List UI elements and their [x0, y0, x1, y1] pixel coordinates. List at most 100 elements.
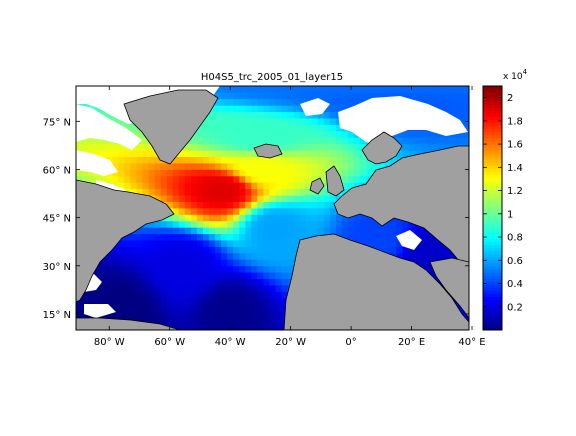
heatmap-cell [239, 246, 246, 254]
heatmap-cell [462, 137, 469, 145]
colorbar-multiplier: x 104 [503, 68, 528, 82]
heatmap-cell [202, 214, 210, 222]
colorbar-tick-label: 1.8 [507, 116, 523, 127]
heatmap-cell [209, 208, 216, 215]
heatmap-cell [329, 227, 337, 235]
heatmap-cell [148, 175, 155, 183]
heatmap-cell [245, 124, 252, 132]
heatmap-cell [245, 317, 252, 324]
heatmap-cell [269, 252, 276, 260]
colorbar-stripe [483, 171, 502, 175]
heatmap-cell [287, 246, 295, 254]
heatmap-cell [142, 310, 149, 318]
heatmap-cell [142, 182, 149, 190]
heatmap-cell [245, 98, 252, 106]
heatmap-cell [257, 130, 264, 138]
heatmap-cell [184, 265, 192, 273]
heatmap-cell [402, 220, 409, 228]
heatmap-cell [281, 272, 289, 280]
heatmap-cell [239, 124, 246, 132]
heatmap-cell [215, 317, 222, 324]
heatmap-cell [251, 175, 258, 183]
heatmap-cell [148, 246, 155, 254]
heatmap-cell [142, 297, 149, 305]
heatmap-cell [227, 143, 234, 151]
heatmap-cell [118, 240, 125, 247]
heatmap-cell [287, 214, 295, 222]
heatmap-cell [233, 265, 240, 273]
north-america-land [76, 179, 175, 303]
heatmap-cell [202, 291, 210, 299]
heatmap-cell [360, 143, 367, 151]
heatmap-cell [202, 188, 210, 196]
heatmap-cell [227, 304, 234, 312]
heatmap-cell [420, 137, 428, 145]
heatmap-cell [378, 86, 385, 93]
heatmap-cell [233, 124, 240, 132]
heatmap-cell [335, 214, 343, 222]
heatmap-cell [178, 304, 186, 312]
heatmap-cell [287, 143, 295, 151]
heatmap-cell [281, 188, 289, 196]
heatmap-cell [130, 246, 137, 254]
heatmap-cell [215, 297, 222, 305]
heatmap-cell [438, 92, 446, 100]
heatmap-cell [360, 169, 367, 177]
heatmap-cell [372, 92, 379, 100]
heatmap-cell [130, 233, 137, 241]
heatmap-cell [239, 163, 246, 170]
heatmap-cell [160, 220, 168, 228]
heatmap-cell [209, 201, 216, 209]
svalbard-ice [300, 98, 330, 116]
heatmap-cell [160, 240, 168, 247]
heatmap-cell [263, 297, 270, 305]
heatmap-cell [184, 214, 192, 222]
heatmap-cell [215, 291, 222, 299]
heatmap-cell [323, 150, 331, 158]
heatmap-cell [196, 297, 204, 305]
heatmap-cell [100, 265, 107, 273]
heatmap-cell [275, 246, 282, 254]
colorbar-tick-label: 1.6 [507, 140, 523, 151]
heatmap-cell [360, 233, 367, 241]
colorbar-stripe [483, 326, 502, 331]
heatmap-cell [184, 175, 192, 183]
x-tick-label: 20° E [398, 337, 425, 348]
heatmap-cell [263, 214, 270, 222]
heatmap-cell [142, 150, 149, 158]
heatmap-cell [239, 156, 246, 164]
colorbar-stripe [483, 153, 502, 157]
heatmap-cell [233, 163, 240, 170]
heatmap-cell [215, 130, 222, 138]
heatmap-cell [184, 291, 192, 299]
heatmap-cell [160, 304, 168, 312]
heatmap-cell [136, 310, 143, 318]
heatmap-cell [166, 317, 174, 324]
heatmap-cell [130, 188, 137, 196]
heatmap-cell [196, 201, 204, 209]
heatmap-cell [100, 278, 107, 286]
heatmap-cell [305, 182, 313, 190]
heatmap-cell [160, 227, 168, 235]
heatmap-cell [233, 118, 240, 125]
heatmap-cell [239, 130, 246, 138]
heatmap-cell [426, 92, 434, 100]
heatmap-cell [215, 304, 222, 312]
colorbar-stripe [483, 247, 502, 252]
heatmap-cell [342, 130, 349, 138]
heatmap-cell [378, 240, 385, 247]
colorbar-stripe [483, 305, 502, 310]
heatmap-cell [215, 259, 222, 267]
heatmap-cell [420, 252, 428, 260]
heatmap-cell [215, 208, 222, 215]
heatmap-cell [148, 310, 155, 318]
heatmap-cell [311, 208, 319, 215]
heatmap-cell [233, 150, 240, 158]
heatmap-cell [130, 304, 137, 312]
heatmap-cell [136, 252, 143, 260]
heatmap-cell [275, 272, 282, 280]
y-tick-label: 15° N [43, 310, 71, 321]
heatmap-cell [366, 86, 373, 93]
heatmap-cell [269, 310, 276, 318]
heatmap-cell [263, 163, 270, 170]
